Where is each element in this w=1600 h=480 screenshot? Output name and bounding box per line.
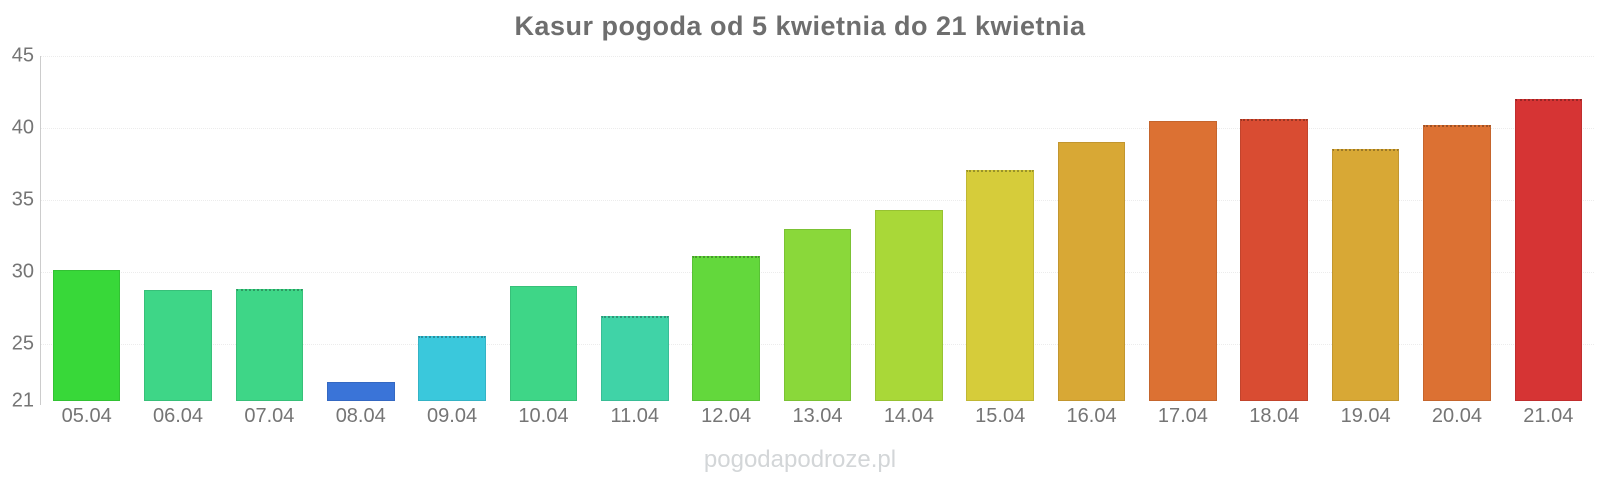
bar-14.04[interactable] [875,209,943,401]
chart-title: Kasur pogoda od 5 kwietnia do 21 kwietni… [514,11,1086,41]
bar-slot-10.04: 10.04 [498,56,589,427]
x-axis-label-11.04: 11.04 [610,405,660,427]
bar-slot-17.04: 17.04 [1137,56,1228,427]
bar-slot-15.04: 15.04 [955,56,1046,427]
bar-07.04[interactable] [235,288,304,401]
bar-slot-21.04: 21.04 [1503,56,1594,427]
x-axis-label-14.04: 14.04 [883,405,934,427]
bar-slot-07.04: 07.04 [224,56,315,427]
bar-slot-09.04: 09.04 [406,56,497,427]
bar-slot-14.04: 14.04 [863,56,954,427]
x-axis-label-12.04: 12.04 [701,405,752,427]
bar-17.04[interactable] [1149,120,1217,401]
x-axis-label-06.04: 06.04 [152,405,204,427]
y-axis-label-40: 40 [11,116,34,139]
y-axis-line [40,56,41,405]
bar-slot-08.04: 08.04 [315,56,406,427]
bar-19.04[interactable] [1331,149,1400,401]
bar-slot-18.04: 18.04 [1229,56,1320,427]
gridline-35 [41,199,1594,201]
bar-16.04[interactable] [1057,142,1126,401]
bar-slot-12.04: 12.04 [680,56,771,427]
bar-06.04[interactable] [144,290,212,401]
x-axis-label-21.04: 21.04 [1523,405,1574,427]
gridline-45 [41,56,1594,57]
bar-12.04[interactable] [692,255,760,401]
bar-08.04[interactable] [326,382,395,401]
bar-slot-06.04: 06.04 [132,56,223,427]
bar-09.04[interactable] [418,336,486,401]
x-axis-label-16.04: 16.04 [1066,405,1117,427]
bar-slot-05.04: 05.04 [41,56,132,427]
bar-05.04[interactable] [52,270,121,401]
bar-slot-19.04: 19.04 [1320,56,1411,427]
bar-10.04[interactable] [509,286,578,401]
x-axis-label-08.04: 08.04 [335,405,386,427]
y-axis-label-21: 21 [11,389,34,412]
x-axis-label-05.04: 05.04 [61,405,112,427]
watermark: pogodapodroze.pl [703,446,897,473]
x-axis-label-15.04: 15.04 [975,405,1026,427]
plot-area: 05.04 06.04 07.04 08.04 09.04 10.04 11.04 12.04… [41,56,1594,427]
x-axis-label-19.04: 19.04 [1340,405,1391,427]
x-axis-label-18.04: 18.04 [1249,405,1300,427]
x-axis-label-17.04: 17.04 [1157,405,1208,427]
bar-slot-11.04: 11.04 [589,56,680,427]
y-axis-label-30: 30 [11,260,34,283]
x-axis-label-10.04: 10.04 [518,405,569,427]
y-axis-label-35: 35 [11,188,34,211]
x-axis-label-13.04: 13.04 [792,405,843,427]
bar-slot-20.04: 20.04 [1411,56,1502,427]
y-axis-label-45: 45 [11,44,34,67]
bar-slot-16.04: 16.04 [1046,56,1137,427]
bar-13.04[interactable] [783,228,852,401]
x-axis-label-20.04: 20.04 [1431,405,1482,427]
bar-slot-13.04: 13.04 [772,56,863,427]
x-axis-label-09.04: 09.04 [427,405,478,427]
gridline-40 [41,127,1594,129]
bar-18.04[interactable] [1240,119,1309,401]
y-axis-label-25: 25 [11,332,34,354]
bar-11.04[interactable] [600,316,669,401]
bar-21.04[interactable] [1514,99,1583,401]
x-axis-label-07.04: 07.04 [244,405,295,427]
bar-20.04[interactable] [1423,125,1491,401]
bar-15.04[interactable] [966,169,1034,401]
